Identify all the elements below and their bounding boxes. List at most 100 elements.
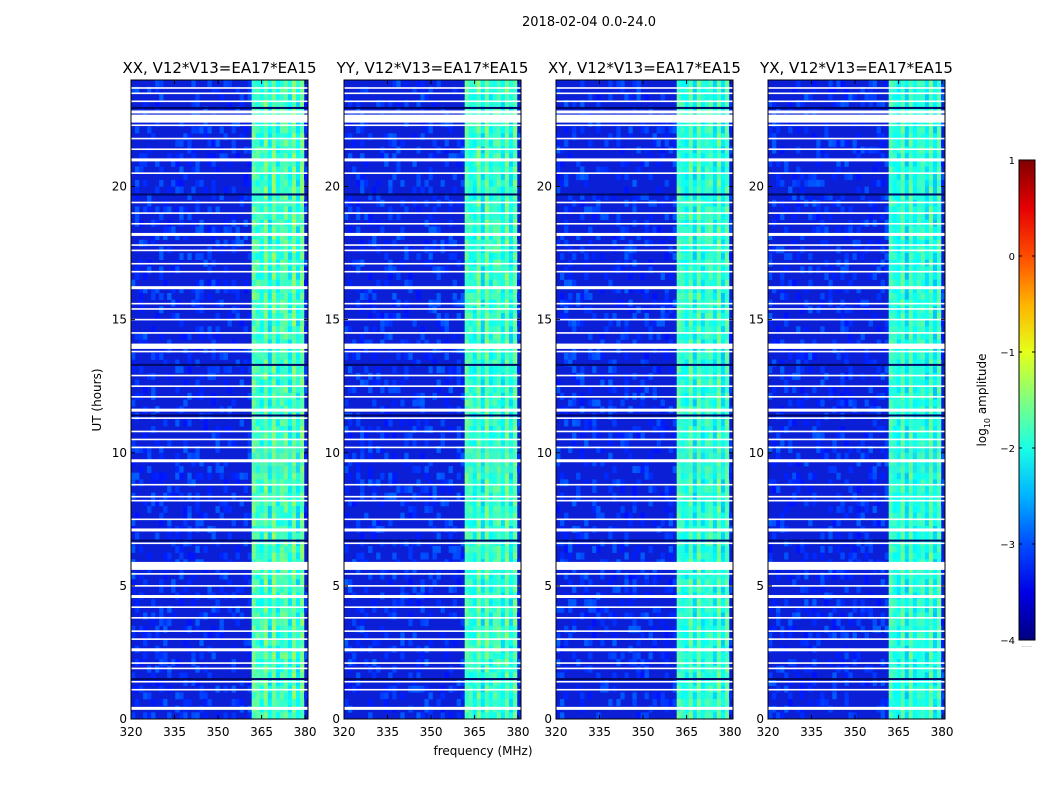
heatmap-cell [488, 273, 494, 280]
heatmap-cell [464, 652, 469, 660]
heatmap-cell [283, 179, 289, 187]
heatmap-cell [700, 126, 706, 134]
heatmap-cell [299, 80, 305, 87]
heatmap-cell [271, 339, 277, 347]
heatmap-cell [712, 319, 718, 327]
heatmap-cell [356, 466, 361, 474]
heatmap-cell [496, 199, 502, 207]
heatmap-cell [191, 679, 196, 687]
heatmap-cell [492, 93, 498, 101]
heatmap-cell [279, 193, 285, 201]
heatmap-cell [660, 273, 665, 280]
heatmap-cell [500, 266, 506, 274]
heatmap-cell [692, 166, 698, 174]
heatmap-cell [344, 352, 349, 360]
heatmap-cell [151, 133, 156, 141]
heatmap-cell [255, 279, 261, 287]
heatmap-cell [159, 306, 164, 314]
heatmap-cell [496, 279, 502, 287]
heatmap-cell [624, 93, 629, 101]
heatmap-cell [271, 426, 277, 434]
heatmap-cell [508, 266, 514, 274]
heatmap-cell [251, 599, 256, 607]
heatmap-cell [259, 672, 265, 680]
heatmap-cell [195, 519, 200, 527]
heatmap-cell [496, 119, 502, 127]
heatmap-cell [508, 93, 514, 101]
heatmap-cell [275, 253, 281, 261]
heatmap-cell [696, 126, 702, 134]
heatmap-cell [388, 139, 393, 147]
heatmap-cell [275, 372, 281, 380]
heatmap-cell [215, 226, 220, 234]
heatmap-cell [416, 479, 421, 487]
heatmap-cell [424, 486, 429, 493]
heatmap-cell [299, 572, 305, 580]
heatmap-cell [476, 173, 482, 181]
heatmap-cell [171, 226, 176, 234]
heatmap-cell [255, 625, 261, 633]
heatmap-cell [500, 572, 506, 580]
heatmap-cell [676, 179, 681, 187]
heatmap-cell [159, 80, 164, 87]
heatmap-cell [179, 472, 184, 480]
heatmap-cell [420, 619, 425, 627]
heatmap-cell [299, 426, 305, 434]
heatmap-cell [680, 99, 686, 107]
heatmap-cell [135, 605, 140, 613]
heatmap-cell [500, 579, 506, 587]
heatmap-cell [428, 426, 433, 434]
heatmap-cell [700, 226, 706, 234]
flagged-row [131, 662, 308, 664]
heatmap-cell [263, 459, 269, 467]
heatmap-cell [712, 80, 718, 87]
heatmap-cell [492, 506, 498, 513]
heatmap-cell [692, 319, 698, 327]
heatmap-cell [496, 286, 502, 294]
heatmap-cell [484, 652, 490, 660]
heatmap-cell [199, 652, 204, 660]
heatmap-cell [259, 665, 265, 673]
heatmap-cell [492, 612, 498, 620]
heatmap-cell [496, 452, 502, 460]
heatmap-cell [275, 213, 281, 221]
heatmap-cell [287, 712, 293, 720]
heatmap-cell [472, 699, 478, 706]
heatmap-cell [404, 279, 409, 287]
heatmap-cell [412, 159, 417, 167]
heatmap-cell [724, 106, 730, 114]
heatmap-cell [504, 146, 510, 154]
heatmap-cell [440, 692, 445, 700]
heatmap-cell [295, 679, 301, 687]
heatmap-cell [488, 466, 494, 474]
dark-row [131, 106, 308, 109]
heatmap-cell [147, 86, 152, 94]
heatmap-cell [660, 306, 665, 314]
heatmap-cell [416, 286, 421, 294]
heatmap-cell [508, 452, 514, 460]
heatmap-cell [263, 639, 269, 647]
heatmap-cell [700, 253, 706, 261]
heatmap-cell [464, 339, 469, 347]
heatmap-cell [708, 253, 714, 261]
heatmap-cell [255, 399, 261, 407]
heatmap-cell [476, 139, 482, 147]
heatmap-cell [195, 206, 200, 214]
heatmap-cell [432, 153, 437, 161]
heatmap-cell [211, 159, 216, 167]
heatmap-cell [135, 332, 140, 340]
heatmap-cell [508, 106, 514, 114]
heatmap-cell [191, 572, 196, 580]
heatmap-cell [364, 632, 369, 640]
heatmap-cell [275, 226, 281, 234]
heatmap-cell [303, 166, 309, 174]
heatmap-cell [400, 692, 405, 700]
heatmap-cell [299, 466, 305, 474]
heatmap-cell [279, 339, 285, 347]
heatmap-cell [223, 279, 228, 287]
heatmap-cell [504, 206, 510, 214]
heatmap-cell [179, 319, 184, 327]
heatmap-cell [596, 93, 601, 101]
heatmap-cell [472, 99, 478, 107]
heatmap-cell [464, 153, 469, 161]
